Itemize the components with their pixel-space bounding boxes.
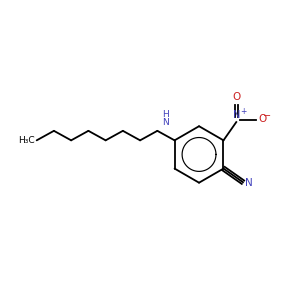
Text: O: O xyxy=(232,92,240,102)
Text: +: + xyxy=(240,106,246,116)
Text: N: N xyxy=(245,178,253,188)
Text: H₃C: H₃C xyxy=(19,136,35,145)
Text: O: O xyxy=(258,114,266,124)
Text: N: N xyxy=(232,110,240,120)
Text: H
N: H N xyxy=(163,110,169,127)
Text: −: − xyxy=(263,110,271,121)
